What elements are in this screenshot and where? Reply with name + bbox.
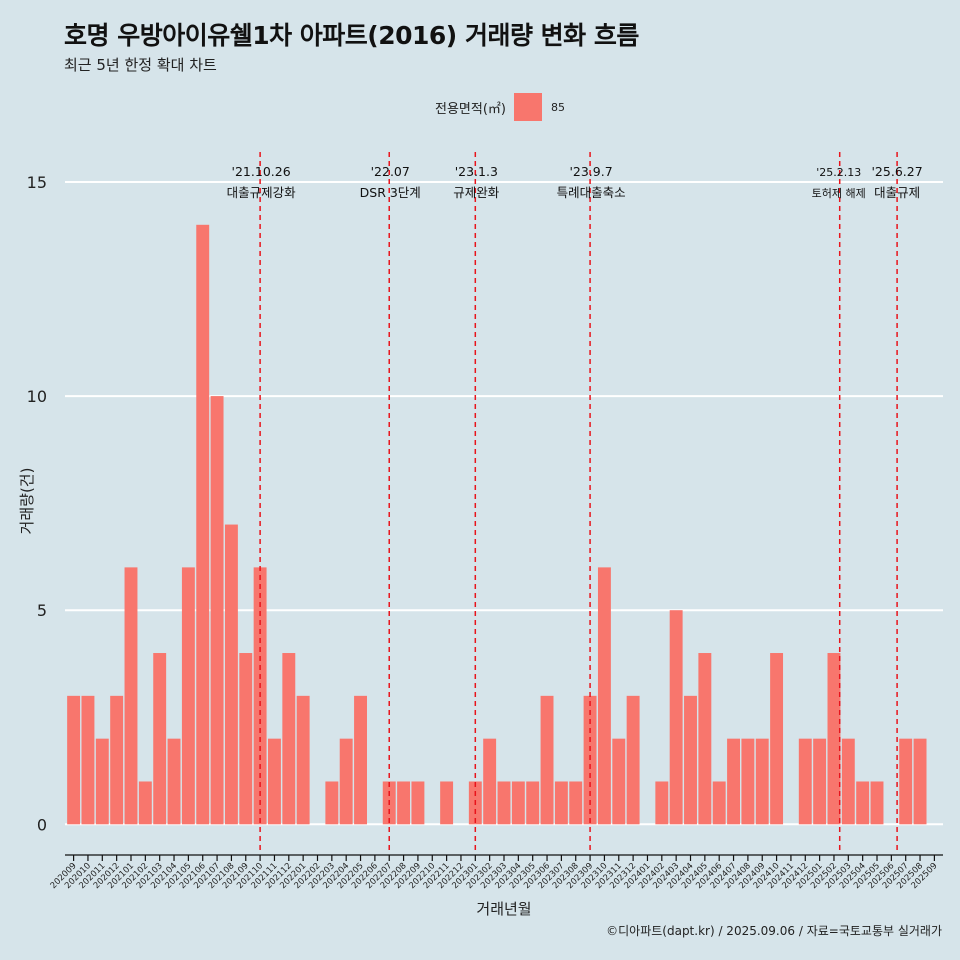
bar [841,738,855,825]
bar [224,524,238,825]
event-label: 토허제 해제 [812,186,866,200]
bar [626,695,640,825]
event-date: '25.2.13 [816,166,861,179]
bar [813,738,827,825]
bar [181,567,195,825]
event-label: 특례대출축소 [557,185,626,200]
bar [554,781,568,825]
legend-label: 85 [550,100,565,114]
bar [239,653,253,825]
event-label: 규제완화 [453,185,500,200]
bar [870,781,884,825]
legend: 전용면적(㎡) 85 [435,93,565,121]
bar [913,738,927,825]
bar [124,567,138,825]
event-date: '25.6.27 [872,164,923,179]
event-label: DSR 3단계 [360,185,421,200]
bar [95,738,109,825]
bar [597,567,611,825]
y-tick-label: 15 [27,173,47,192]
bar [339,738,353,825]
bar [712,781,726,825]
source-caption: ©디아파트(dapt.kr) / 2025.09.06 / 자료=국토교통부 실… [606,924,942,938]
bar [325,781,339,825]
bar [569,781,583,825]
chart-subtitle: 최근 5년 한정 확대 차트 [64,56,217,74]
bar [511,781,525,825]
bar [798,738,812,825]
bar [770,653,784,825]
y-tick-label: 0 [37,815,47,834]
legend-title: 전용면적(㎡) [435,101,506,117]
y-axis-title: 거래량(건) [18,468,36,535]
bar [741,738,755,825]
bar [483,738,497,825]
bar [827,653,841,825]
bar [856,781,870,825]
x-axis-title: 거래년월 [476,900,531,918]
event-date: '23.1.3 [455,164,498,179]
bar [655,781,669,825]
bar [210,396,224,825]
event-date: '23.9.7 [569,164,612,179]
bar [397,781,411,825]
event-date: '21.10.26 [232,164,291,179]
bar [526,781,540,825]
bar [196,224,210,825]
bar [583,695,597,825]
legend-swatch [513,93,542,121]
bar [669,610,683,825]
bar [138,781,152,825]
bar [497,781,511,825]
y-tick-label: 5 [37,601,47,620]
bar [110,695,124,825]
bar [354,695,367,825]
event-label: 대출규제 [874,185,920,200]
bar [282,653,296,825]
bar [67,695,81,825]
bar [440,781,454,825]
bar [81,695,95,825]
bar [167,738,181,825]
bar [684,695,697,825]
bar [153,653,167,825]
event-date: '22.07 [371,164,410,179]
bar [540,695,554,825]
bar [268,738,281,825]
bar [698,653,712,825]
y-tick-label: 10 [27,387,47,406]
event-label: 대출규제강화 [227,185,297,200]
bar [612,738,626,825]
bar [755,738,769,825]
bar [727,738,740,825]
bar [296,695,310,825]
bar [411,781,425,825]
bar [899,738,913,825]
chart-title: 호명 우방아이유쉘1차 아파트(2016) 거래량 변화 흐름 [64,21,639,50]
